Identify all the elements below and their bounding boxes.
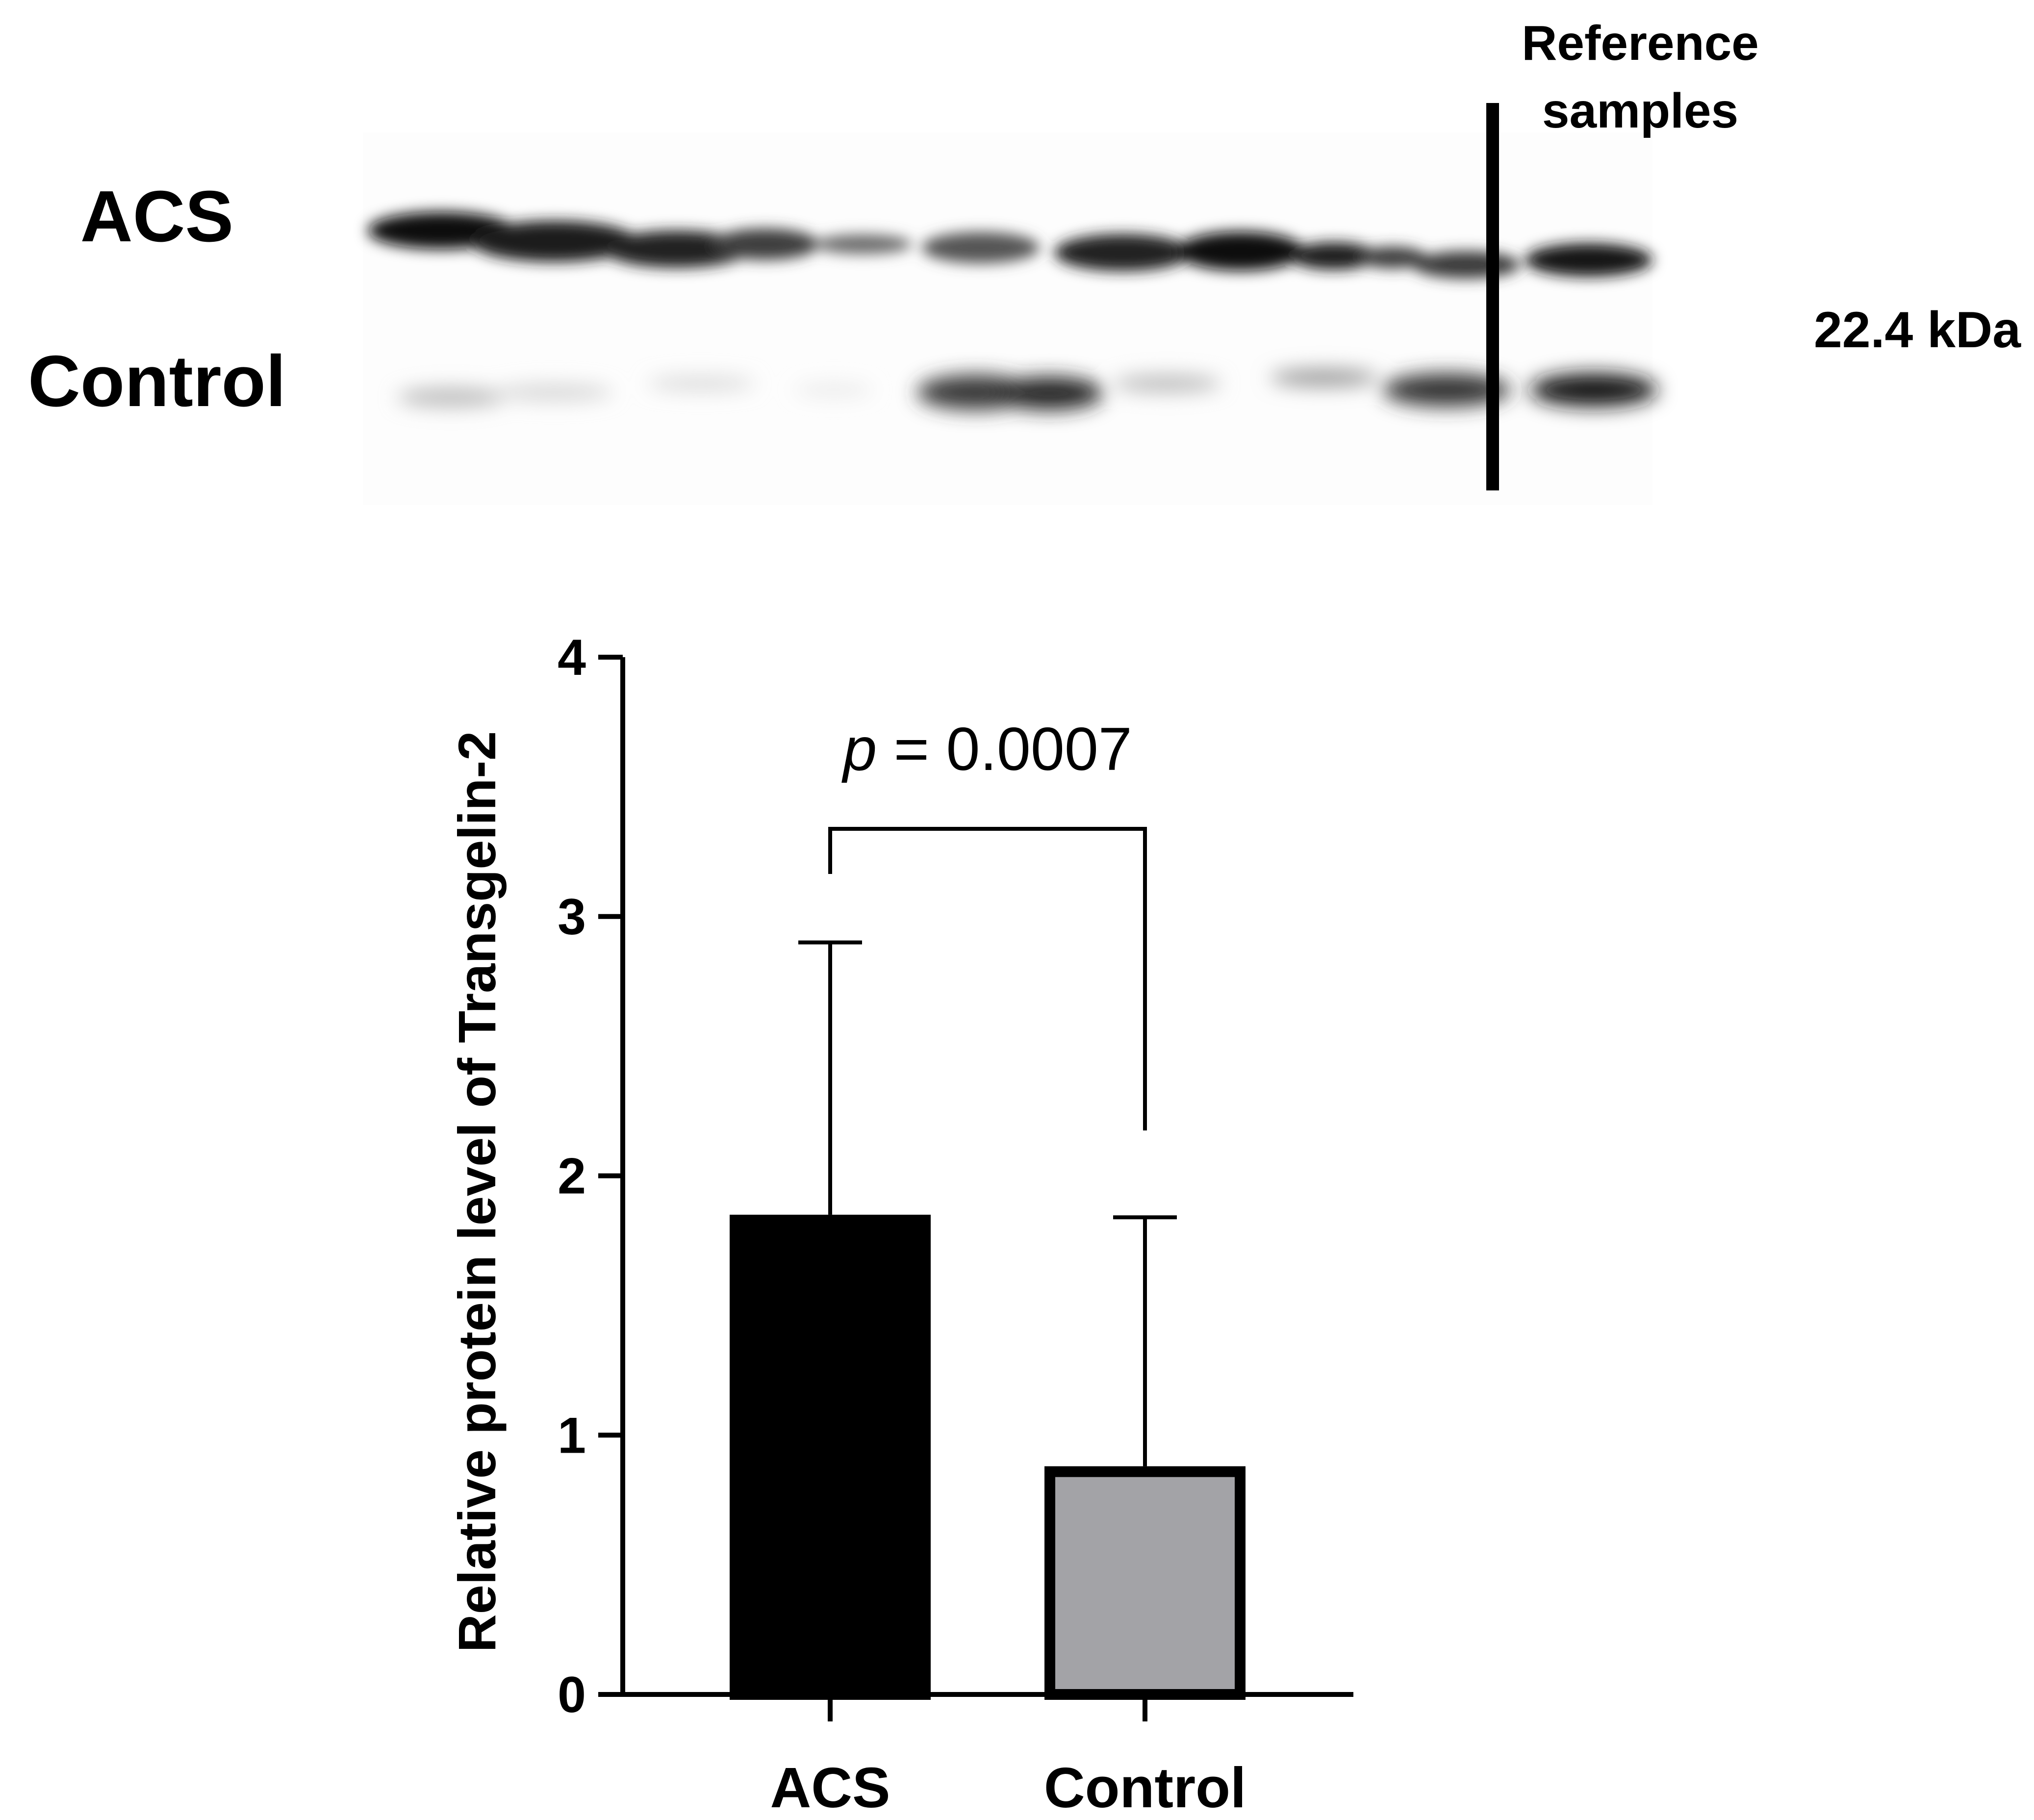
- y-tick-label: 1: [558, 1407, 586, 1464]
- significance-annotation: p = 0.0007: [828, 716, 1147, 1130]
- p-symbol: p: [841, 716, 877, 783]
- significance-bracket: [828, 827, 1147, 1130]
- blot-row-label-acs: ACS: [80, 176, 233, 257]
- p-value-label: p = 0.0007: [841, 716, 1132, 783]
- western-blot-panel: ACS Control Reference samples 22.4 kDa: [28, 16, 2021, 505]
- bar-control: [1044, 1466, 1246, 1700]
- p-value-text: = 0.0007: [877, 716, 1132, 783]
- reference-label-line-2: samples: [1542, 83, 1738, 138]
- bar-chart: 0 1 2 3 4 ACS Control p = 0.0007 Relative pro…: [447, 629, 1353, 1820]
- y-axis-label: Relative protein level of Transgelin-2: [447, 731, 507, 1653]
- y-tick-label: 0: [558, 1666, 586, 1723]
- x-axis: ACS Control: [621, 1692, 1353, 1820]
- molecular-weight-label: 22.4 kDa: [1814, 302, 2021, 359]
- y-axis: 0 1 2 3 4: [558, 629, 625, 1723]
- y-tick-label: 4: [558, 629, 586, 686]
- bars: [730, 1214, 1246, 1700]
- control-band: [397, 369, 1657, 410]
- y-tick-label: 2: [558, 1148, 586, 1205]
- bar-acs: [730, 1214, 931, 1700]
- blot-membrane: [363, 132, 1653, 505]
- error-bars: [798, 940, 1177, 1466]
- x-tick-label-acs: ACS: [770, 1756, 890, 1818]
- x-tick-label-control: Control: [1044, 1756, 1246, 1818]
- blot-row-label-control: Control: [28, 341, 286, 422]
- reference-label-line-1: Reference: [1522, 16, 1759, 71]
- y-tick-label: 3: [558, 889, 586, 946]
